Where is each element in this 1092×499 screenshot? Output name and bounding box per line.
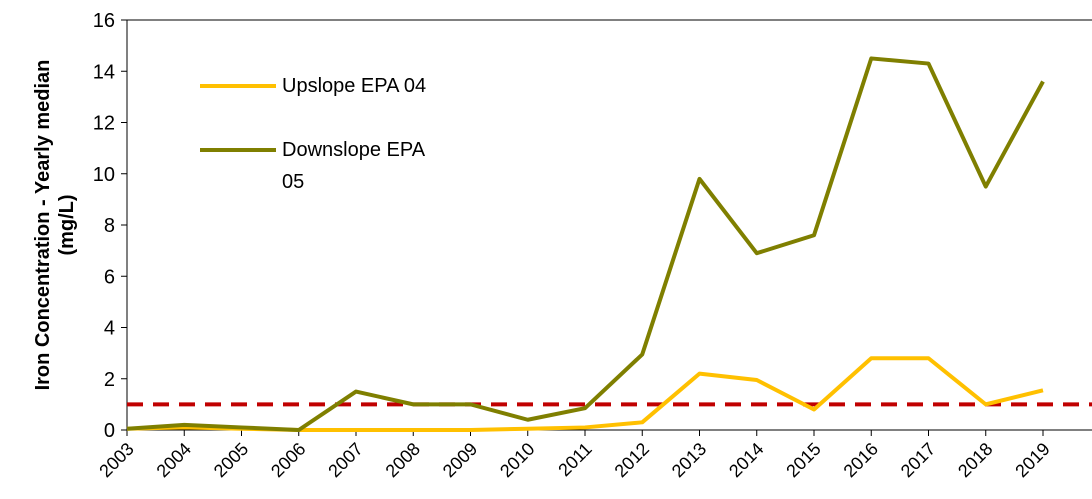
x-tick-label: 2014 (725, 439, 767, 481)
x-tick-label: 2004 (153, 439, 195, 481)
series-line (126, 356, 1044, 432)
series-line (126, 56, 1045, 432)
y-tick-label: 10 (93, 164, 115, 186)
legend-label: Upslope EPA 04 (282, 75, 427, 97)
y-tick-label: 12 (93, 113, 115, 135)
y-tick-label: 4 (104, 318, 115, 340)
x-tick-label: 2017 (897, 439, 939, 481)
x-tick-label: 2016 (840, 439, 882, 481)
x-tick-label: 2007 (324, 439, 366, 481)
x-tick-label: 2015 (782, 439, 824, 481)
y-axis-title: Iron Concentration - Yearly median (mg/L… (32, 59, 78, 391)
y-tick-label: 14 (93, 61, 115, 83)
legend-label: Downslope EPA 05 (282, 139, 424, 193)
x-tick-label: 2013 (668, 439, 710, 481)
x-tick-label: 2005 (210, 439, 252, 481)
y-tick-label: 2 (104, 369, 115, 391)
y-tick-label: 16 (93, 10, 115, 32)
x-tick-label: 2011 (554, 439, 596, 481)
x-tick-label: 2010 (496, 439, 538, 481)
x-tick-label: 2018 (954, 439, 996, 481)
y-tick-label: 8 (104, 215, 115, 237)
x-tick-label: 2012 (611, 439, 653, 481)
x-tick-label: 2009 (439, 439, 481, 481)
x-tick-label: 2003 (95, 439, 137, 481)
x-tick-label: 2006 (267, 439, 309, 481)
x-tick-label: 2008 (382, 439, 424, 481)
y-tick-label: 0 (104, 420, 115, 442)
y-tick-label: 6 (104, 266, 115, 288)
x-tick-label: 2019 (1011, 439, 1053, 481)
